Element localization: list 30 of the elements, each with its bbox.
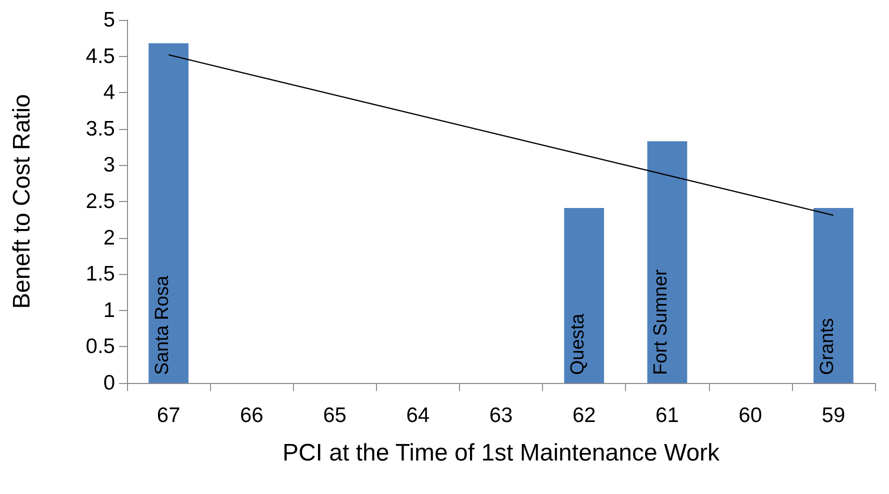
x-tick-label: 63 [489, 404, 513, 427]
x-tick-label: 65 [323, 404, 346, 427]
y-tick-label: 1.5 [86, 262, 115, 286]
y-tick-label: 2.5 [86, 190, 115, 213]
y-tick-label: 2 [103, 226, 115, 250]
y-tick-label: 3 [103, 154, 115, 177]
bar [647, 141, 688, 383]
bar [148, 43, 188, 383]
x-tick-label: 60 [738, 404, 762, 427]
y-tick-label: 4 [103, 81, 116, 104]
data-label: Grants [816, 318, 838, 375]
data-label: Fort Sumner [650, 268, 672, 375]
x-tick-label: 59 [822, 404, 846, 427]
y-tick-label: 3.5 [86, 117, 115, 140]
bar [814, 208, 854, 383]
y-tick-label: 0 [103, 372, 115, 394]
y-tick-label: 5 [103, 8, 115, 32]
x-tick-label: 62 [572, 404, 596, 427]
bar [564, 208, 604, 383]
data-label: Santa Rosa [152, 275, 174, 375]
data-label: Questa [568, 313, 589, 375]
x-axis-title: PCI at the Time of 1st Maintenance Work [282, 440, 721, 466]
x-tick-label: 66 [240, 404, 264, 427]
x-tick-label: 64 [406, 404, 430, 427]
y-tick-label: 1 [103, 298, 115, 322]
x-tick-label: 67 [156, 404, 180, 427]
x-tick-label: 61 [656, 404, 679, 427]
y-tick-label: 0.5 [86, 335, 115, 358]
y-axis-title: Beneft to Cost Ratio [8, 94, 36, 309]
y-tick-label: 4.5 [86, 44, 115, 68]
